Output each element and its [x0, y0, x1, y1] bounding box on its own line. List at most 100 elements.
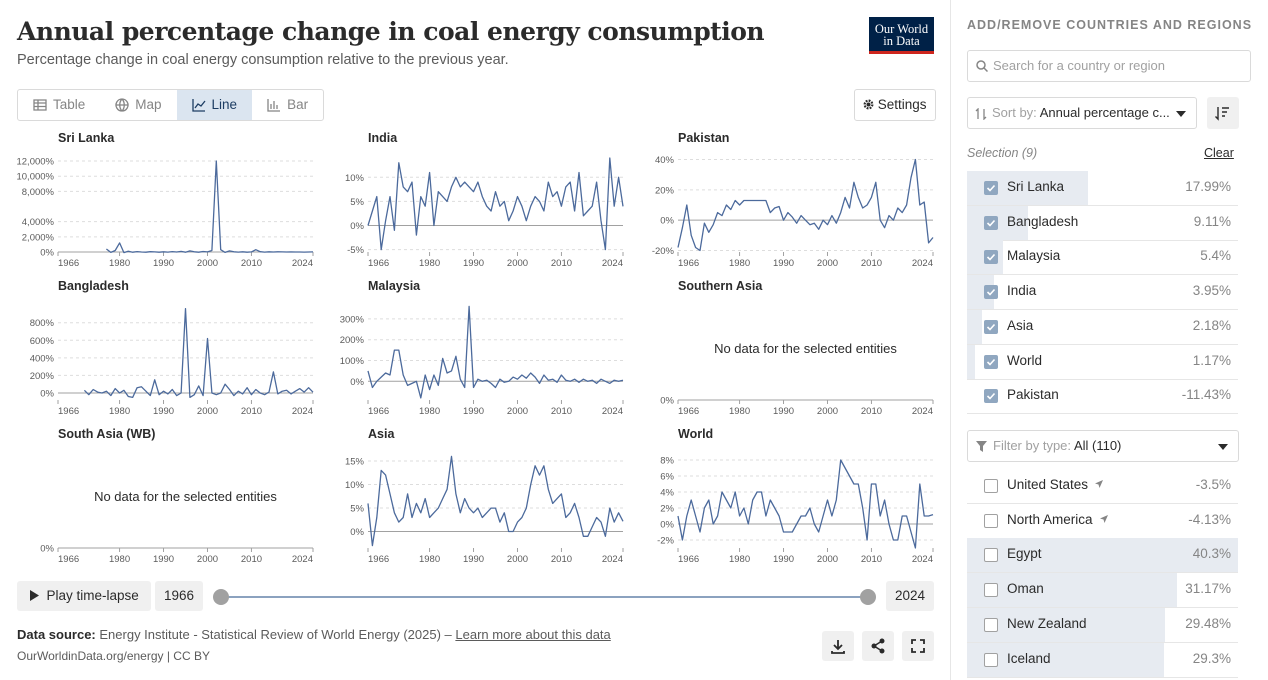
chart-title: South Asia (WB): [58, 427, 155, 441]
entity-name: Egypt: [1007, 546, 1042, 562]
x-tick-label: 1966: [678, 554, 699, 565]
check-icon: [986, 323, 996, 331]
entity-value: 29.48%: [1185, 615, 1231, 631]
share-button[interactable]: [862, 631, 894, 661]
checkbox[interactable]: [984, 513, 998, 528]
fullscreen-button[interactable]: [902, 631, 934, 661]
entity-row[interactable]: Sri Lanka 17.99%: [967, 171, 1238, 206]
y-tick-label: 0%: [660, 216, 674, 227]
checkbox[interactable]: [984, 652, 998, 667]
x-tick-label: 1990: [153, 406, 174, 417]
check-path: [986, 184, 996, 192]
entity-row[interactable]: United States -3.5%: [967, 469, 1238, 504]
tab[interactable]: Map: [100, 90, 176, 120]
tab[interactable]: Line: [176, 90, 253, 120]
logo[interactable]: Our World in Data: [869, 17, 934, 54]
checkbox[interactable]: [984, 354, 998, 369]
x-tick-label: 1980: [109, 258, 130, 269]
entity-name: India: [1007, 283, 1037, 299]
entity-row[interactable]: Egypt 40.3%: [967, 538, 1238, 574]
y-tick-label: 10%: [345, 480, 365, 491]
pin-icon: [1095, 480, 1104, 488]
data-source: Data source: Energy Institute - Statisti…: [17, 627, 611, 642]
value-bar: [967, 309, 982, 344]
x-tick-label: 2000: [507, 258, 528, 269]
x-tick-label: 2010: [551, 406, 572, 417]
checkbox[interactable]: [984, 389, 998, 404]
x-tick-label: 2010: [551, 258, 572, 269]
entity-row[interactable]: World 1.17%: [967, 344, 1238, 380]
y-tick-label: 6%: [660, 472, 674, 483]
x-tick-label: 2000: [817, 406, 838, 417]
entity-name: North America: [1007, 512, 1109, 527]
entity-value: 17.99%: [1185, 179, 1231, 194]
tab[interactable]: Table: [18, 90, 100, 120]
download-icon: [831, 640, 845, 654]
icon-path: [191, 99, 206, 112]
x-tick-label: 2010: [241, 258, 262, 269]
entity-value: 9.11%: [1193, 213, 1231, 229]
check-icon: [986, 358, 996, 366]
x-tick-label: 2024: [602, 554, 623, 565]
entity-row[interactable]: North America -4.13%: [967, 504, 1238, 539]
value-bar: [967, 573, 1177, 608]
filter-dropdown[interactable]: Filter by type: All (110): [967, 430, 1239, 462]
sort-order-button[interactable]: [1207, 97, 1239, 129]
no-data-message: No data for the selected entities: [94, 489, 277, 504]
entity-row[interactable]: Pakistan -11.43%: [967, 379, 1238, 415]
checkbox[interactable]: [984, 285, 998, 300]
checkbox[interactable]: [984, 319, 998, 334]
start-year[interactable]: 1966: [155, 581, 204, 611]
check-path: [986, 289, 996, 296]
x-tick-label: 2000: [507, 554, 528, 565]
checkbox[interactable]: [984, 548, 998, 563]
entity-row[interactable]: India 3.95%: [967, 275, 1238, 311]
checkbox[interactable]: [984, 250, 998, 265]
checkbox[interactable]: [984, 583, 998, 598]
y-tick-label: -20%: [652, 246, 675, 257]
y-tick-label: 10%: [345, 173, 365, 184]
data-line: [367, 455, 624, 547]
x-tick-label: 1990: [773, 554, 794, 565]
entity-row[interactable]: New Zealand 29.48%: [967, 607, 1238, 643]
y-tick-label: 800%: [30, 318, 55, 329]
subtitle: Percentage change in coal energy consump…: [17, 52, 509, 68]
filter-label: Filter by type:: [993, 438, 1072, 453]
slider[interactable]: [210, 585, 880, 609]
tab-icon: [33, 99, 47, 111]
checkbox[interactable]: [984, 215, 998, 230]
play-icon: [30, 590, 39, 601]
play-button[interactable]: Play time-lapse: [17, 581, 151, 611]
entity-name: World: [1007, 352, 1043, 368]
chart-title: India: [368, 131, 398, 145]
selection-count: Selection (9): [967, 146, 1038, 160]
x-tick-label: 1966: [58, 258, 79, 269]
sort-dropdown[interactable]: Sort by: Annual percentage c...: [967, 97, 1197, 129]
entity-row[interactable]: Iceland 29.3%: [967, 642, 1238, 678]
checkbox[interactable]: [984, 617, 998, 632]
entity-value: -11.43%: [1181, 387, 1231, 403]
y-tick-label: 10,000%: [16, 172, 54, 183]
search-box[interactable]: Search for a country or region: [967, 50, 1251, 82]
end-year[interactable]: 2024: [886, 581, 935, 611]
entity-row[interactable]: Oman 31.17%: [967, 573, 1238, 609]
sort-icon: [975, 108, 987, 120]
value-bar: [967, 344, 975, 379]
chart-title: Pakistan: [678, 131, 729, 145]
entity-row[interactable]: Malaysia 5.4%: [967, 240, 1238, 276]
tab[interactable]: Bar: [252, 90, 323, 120]
download-button[interactable]: [822, 631, 854, 661]
no-data-message: No data for the selected entities: [714, 341, 897, 356]
x-tick-label: 2024: [602, 406, 623, 417]
checkbox[interactable]: [984, 181, 998, 195]
checkbox[interactable]: [984, 479, 998, 493]
clear-button[interactable]: Clear: [1204, 146, 1234, 160]
url: OurWorldinData.org/energy | CC BY: [17, 649, 210, 663]
entity-row[interactable]: Bangladesh 9.11%: [967, 205, 1238, 241]
entity-row[interactable]: Asia 2.18%: [967, 309, 1238, 345]
y-tick-label: 8%: [660, 456, 674, 467]
settings-button[interactable]: Settings: [854, 89, 936, 121]
learn-more-link[interactable]: Learn more about this data: [455, 627, 611, 642]
tab-label: Bar: [287, 97, 309, 112]
tab-icon: [115, 98, 129, 112]
